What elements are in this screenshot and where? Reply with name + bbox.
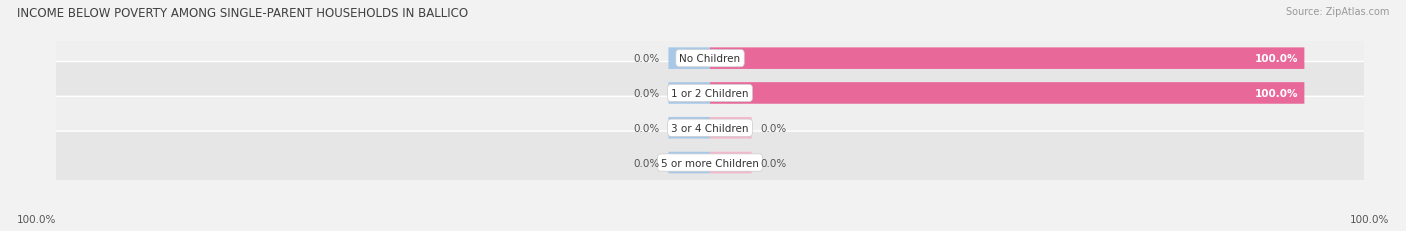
FancyBboxPatch shape (668, 152, 710, 174)
Text: 100.0%: 100.0% (1256, 88, 1298, 99)
FancyBboxPatch shape (668, 118, 710, 139)
FancyBboxPatch shape (710, 83, 1305, 104)
Text: Source: ZipAtlas.com: Source: ZipAtlas.com (1285, 7, 1389, 17)
Text: 0.0%: 0.0% (761, 158, 787, 168)
Text: 0.0%: 0.0% (633, 88, 659, 99)
Text: 1 or 2 Children: 1 or 2 Children (671, 88, 749, 99)
FancyBboxPatch shape (53, 97, 1367, 160)
Legend: Single Father, Single Mother: Single Father, Single Mother (600, 228, 820, 231)
Text: 3 or 4 Children: 3 or 4 Children (671, 123, 749, 133)
Text: 0.0%: 0.0% (633, 158, 659, 168)
FancyBboxPatch shape (53, 131, 1367, 194)
FancyBboxPatch shape (710, 152, 752, 174)
Text: 100.0%: 100.0% (1256, 54, 1298, 64)
FancyBboxPatch shape (668, 48, 710, 70)
Text: 100.0%: 100.0% (17, 214, 56, 224)
Text: No Children: No Children (679, 54, 741, 64)
FancyBboxPatch shape (53, 62, 1367, 125)
FancyBboxPatch shape (668, 83, 710, 104)
Text: INCOME BELOW POVERTY AMONG SINGLE-PARENT HOUSEHOLDS IN BALLICO: INCOME BELOW POVERTY AMONG SINGLE-PARENT… (17, 7, 468, 20)
FancyBboxPatch shape (53, 27, 1367, 90)
Text: 0.0%: 0.0% (633, 123, 659, 133)
FancyBboxPatch shape (710, 48, 1305, 70)
Text: 0.0%: 0.0% (633, 54, 659, 64)
Text: 5 or more Children: 5 or more Children (661, 158, 759, 168)
Text: 100.0%: 100.0% (1350, 214, 1389, 224)
Text: 0.0%: 0.0% (761, 123, 787, 133)
FancyBboxPatch shape (710, 118, 752, 139)
